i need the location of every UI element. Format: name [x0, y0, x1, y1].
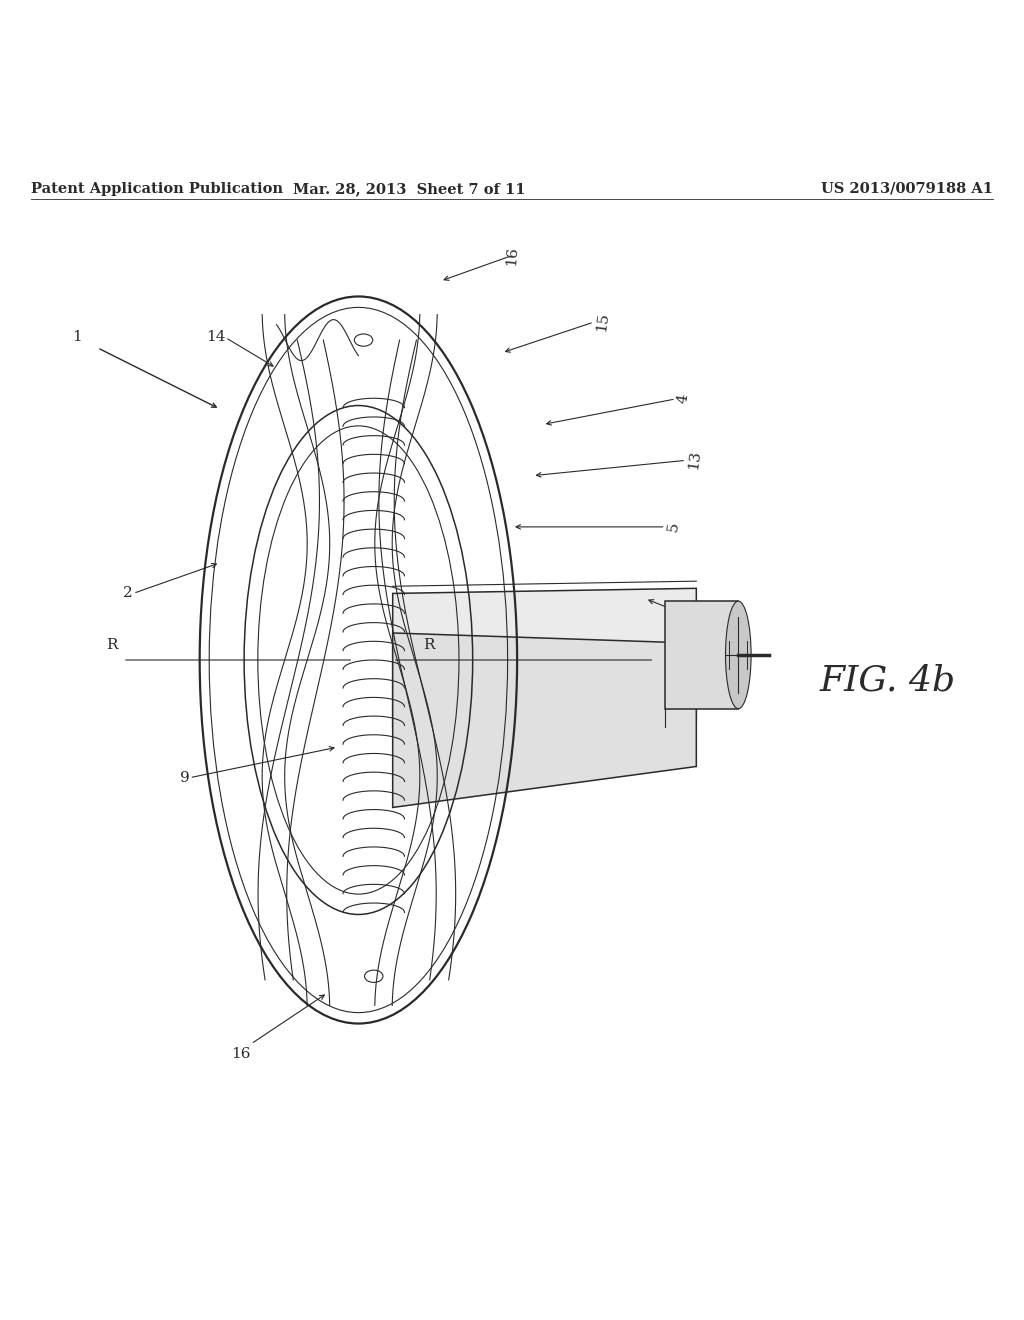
FancyBboxPatch shape — [665, 601, 738, 709]
Text: 2: 2 — [123, 586, 133, 601]
Text: R: R — [423, 638, 435, 652]
Text: Mar. 28, 2013  Sheet 7 of 11: Mar. 28, 2013 Sheet 7 of 11 — [293, 182, 526, 195]
Polygon shape — [392, 634, 696, 808]
Text: 16: 16 — [230, 1047, 251, 1061]
Text: Patent Application Publication: Patent Application Publication — [31, 182, 283, 195]
Text: 9: 9 — [179, 771, 189, 785]
Text: 4: 4 — [676, 393, 691, 405]
Ellipse shape — [726, 601, 752, 709]
Text: US 2013/0079188 A1: US 2013/0079188 A1 — [821, 182, 993, 195]
Polygon shape — [392, 589, 696, 726]
Text: 1: 1 — [72, 330, 82, 345]
Text: 3: 3 — [676, 605, 691, 616]
Text: 15: 15 — [594, 312, 610, 333]
Text: 13: 13 — [686, 450, 702, 471]
Text: R: R — [106, 638, 118, 652]
Text: FIG. 4b: FIG. 4b — [819, 664, 955, 697]
Text: 14: 14 — [206, 330, 225, 345]
Text: 16: 16 — [504, 246, 520, 265]
Text: 5: 5 — [666, 521, 681, 532]
